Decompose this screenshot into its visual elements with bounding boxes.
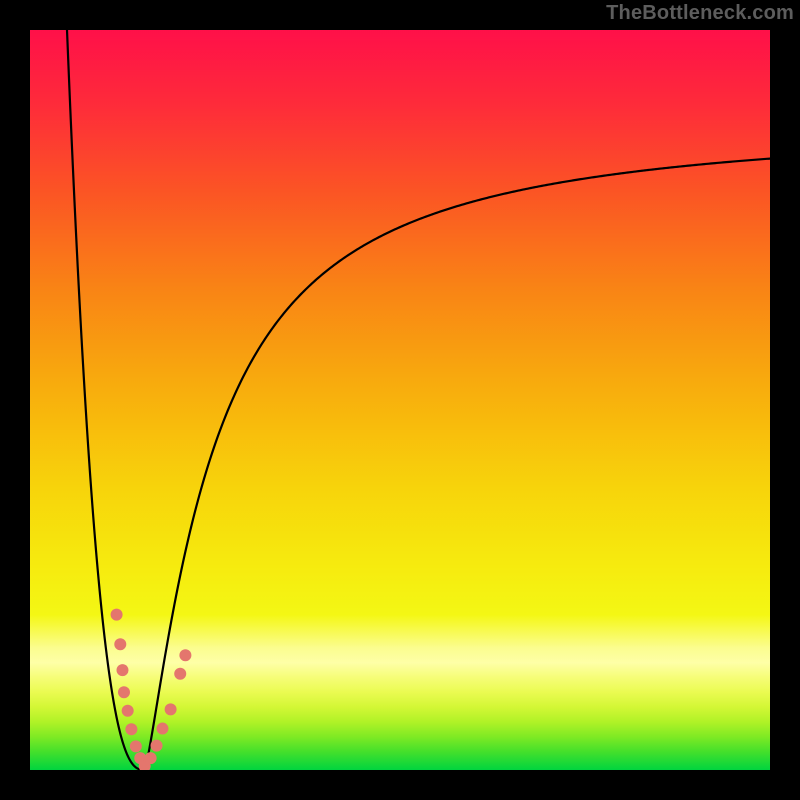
marker-dot [151,740,163,752]
bottleneck-chart [0,0,800,800]
marker-dot [114,638,126,650]
marker-dot [130,740,142,752]
chart-stage: TheBottleneck.com [0,0,800,800]
marker-dot [179,649,191,661]
marker-dot [117,664,129,676]
gradient-panel [30,30,770,770]
marker-dot [156,723,168,735]
watermark-text: TheBottleneck.com [606,2,794,25]
marker-dot [145,752,157,764]
marker-dot [125,723,137,735]
marker-dot [174,668,186,680]
marker-dot [122,705,134,717]
marker-dot [165,703,177,715]
marker-dot [118,686,130,698]
marker-dot [111,609,123,621]
